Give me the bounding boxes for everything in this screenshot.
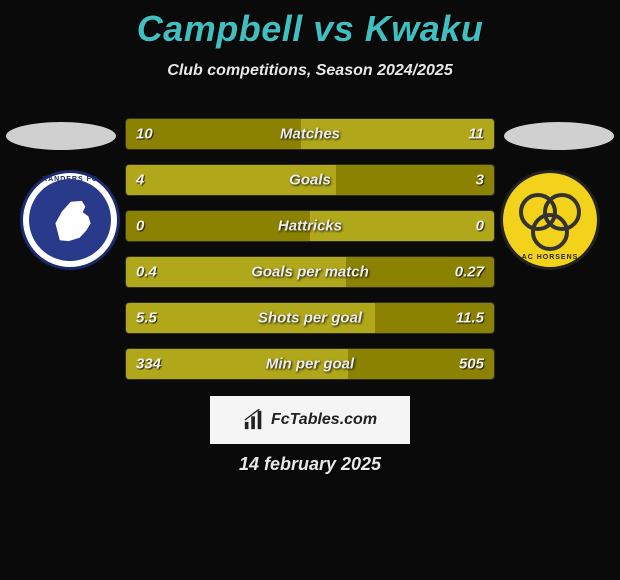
chart-icon [243, 409, 265, 431]
stat-metric-label: Goals [289, 172, 331, 189]
brand-text: FcTables.com [271, 411, 377, 429]
stat-value-left: 10 [136, 126, 153, 143]
stat-value-left: 4 [136, 172, 144, 189]
stat-metric-label: Hattricks [278, 218, 342, 235]
stat-value-left: 334 [136, 356, 161, 373]
stat-row: 0.4 0.27 Goals per match [125, 256, 495, 288]
team-crest-right: AC HORSENS [500, 170, 600, 270]
crest-right-text: AC HORSENS [503, 254, 597, 261]
stat-row: 5.5 11.5 Shots per goal [125, 302, 495, 334]
stat-metric-label: Matches [280, 126, 340, 143]
stat-value-left: 0 [136, 218, 144, 235]
stat-value-left: 5.5 [136, 310, 157, 327]
stat-metric-label: Shots per goal [258, 310, 362, 327]
page-title: Campbell vs Kwaku [0, 0, 620, 50]
stat-value-right: 11.5 [456, 310, 484, 327]
player-ellipse-right [504, 122, 614, 150]
stat-value-right: 0.27 [455, 264, 484, 281]
stat-row: 10 11 Matches [125, 118, 495, 150]
date-text: 14 february 2025 [0, 454, 620, 475]
stat-metric-label: Min per goal [266, 356, 354, 373]
stats-container: 10 11 Matches 4 3 Goals 0 0 Hattricks 0.4 0.27 Goal… [125, 118, 495, 394]
stat-row: 0 0 Hattricks [125, 210, 495, 242]
stat-value-right: 3 [476, 172, 484, 189]
stat-value-right: 0 [476, 218, 484, 235]
stat-row: 4 3 Goals [125, 164, 495, 196]
ring-icon [531, 213, 569, 251]
stat-value-right: 505 [459, 356, 484, 373]
stat-value-right: 11 [468, 126, 484, 143]
team-crest-left: RANDERS FC [20, 170, 120, 270]
stat-row: 334 505 Min per goal [125, 348, 495, 380]
stat-bar-right [336, 165, 494, 195]
stat-metric-label: Goals per match [251, 264, 369, 281]
brand-badge: FcTables.com [210, 396, 410, 444]
stat-value-left: 0.4 [136, 264, 157, 281]
player-ellipse-left [6, 122, 116, 150]
subtitle: Club competitions, Season 2024/2025 [0, 62, 620, 80]
